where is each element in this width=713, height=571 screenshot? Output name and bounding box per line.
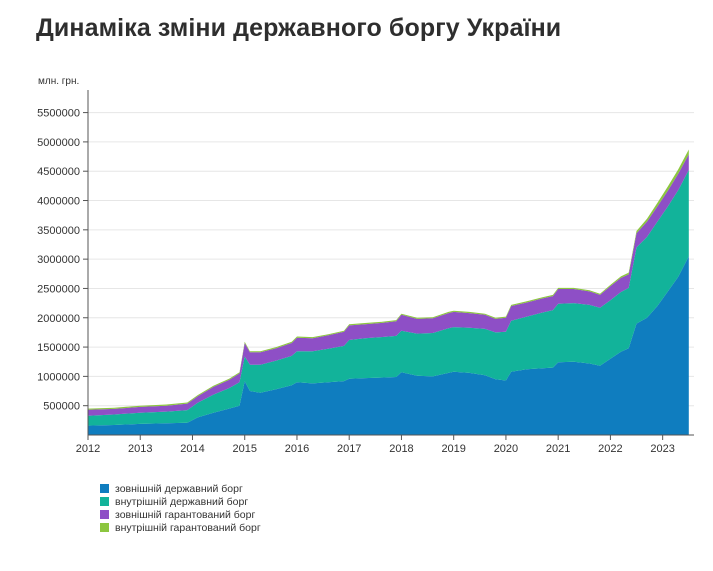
- y-tick-label: 3000000: [37, 254, 80, 266]
- chart-title: Динаміка зміни державного боргу України: [36, 14, 562, 42]
- legend-item-2[interactable]: внутрішній державний борг: [100, 495, 261, 508]
- area-series-2: [88, 170, 689, 426]
- y-tick-label: 2000000: [37, 313, 80, 325]
- x-tick-label: 2017: [337, 443, 361, 455]
- x-tick-label: 2020: [494, 443, 518, 455]
- legend-label: внутрішній державний борг: [115, 495, 249, 508]
- y-tick-label: 4500000: [37, 166, 80, 178]
- x-tick-label: 2012: [76, 443, 100, 455]
- x-tick-label: 2015: [232, 443, 256, 455]
- x-tick-label: 2023: [650, 443, 674, 455]
- y-tick-label: 500000: [43, 401, 80, 413]
- x-tick-label: 2013: [128, 443, 152, 455]
- legend-swatch: [100, 484, 109, 493]
- legend-item-4[interactable]: внутрішній гарантований борг: [100, 521, 261, 534]
- x-tick-label: 2016: [285, 443, 309, 455]
- y-tick-label: 4000000: [37, 196, 80, 208]
- y-tick-label: 1000000: [37, 371, 80, 383]
- y-tick-label: 1500000: [37, 342, 80, 354]
- y-tick-label: 3500000: [37, 225, 80, 237]
- x-tick-label: 2018: [389, 443, 413, 455]
- legend-item-3[interactable]: зовнішній гарантований борг: [100, 508, 261, 521]
- chart-legend: зовнішній державний борг внутрішній держа…: [100, 482, 261, 534]
- legend-swatch: [100, 510, 109, 519]
- x-tick-label: 2021: [546, 443, 570, 455]
- legend-swatch: [100, 497, 109, 506]
- area-series-1: [88, 256, 689, 435]
- y-tick-label: 2500000: [37, 283, 80, 295]
- y-tick-label: 5000000: [37, 137, 80, 149]
- x-tick-label: 2019: [441, 443, 465, 455]
- legend-swatch: [100, 523, 109, 532]
- legend-label: внутрішній гарантований борг: [115, 521, 261, 534]
- x-tick-label: 2014: [180, 443, 204, 455]
- x-tick-label: 2022: [598, 443, 622, 455]
- debt-area-chart: млн. грн. 500000 1000000 1500000 2000000 2500…: [37, 76, 694, 455]
- legend-label: зовнішній гарантований борг: [115, 508, 256, 521]
- legend-label: зовнішній державний борг: [115, 482, 243, 495]
- legend-item-1[interactable]: зовнішній державний борг: [100, 482, 261, 495]
- y-tick-label: 5500000: [37, 108, 80, 120]
- y-axis-unit-label: млн. грн.: [38, 76, 79, 87]
